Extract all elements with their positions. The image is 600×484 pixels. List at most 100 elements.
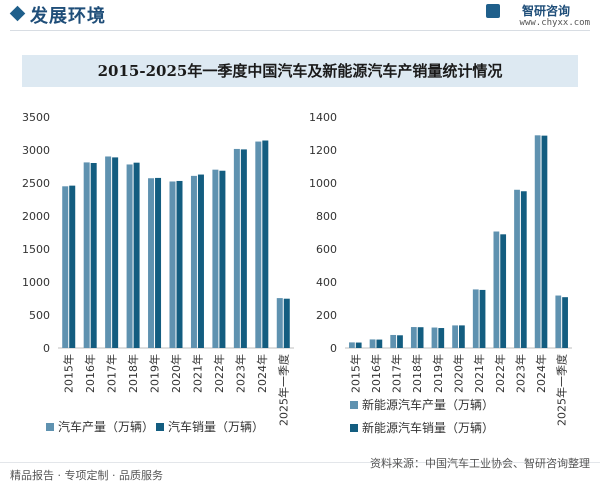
bar-production (349, 342, 355, 348)
bar-sales (176, 180, 183, 348)
legend-label: 新能源汽车销量（万辆） (362, 420, 494, 435)
bar-sales (417, 327, 424, 348)
y-tick-label: 1200 (309, 144, 337, 157)
legend-label: 新能源汽车产量（万辆） (362, 397, 494, 412)
legend-swatch (350, 424, 358, 432)
bar-sales (397, 335, 403, 348)
source-note: 资料来源：中国汽车工业协会、智研咨询整理 (370, 457, 590, 470)
y-tick-label: 1500 (22, 243, 50, 256)
bar-sales (562, 297, 568, 348)
y-tick-label: 400 (316, 276, 337, 289)
bar-sales (355, 342, 362, 348)
brand-url[interactable]: www.chyxx.com (519, 18, 590, 28)
x-tick-label: 2018年 (410, 354, 424, 393)
bar-production (369, 339, 376, 348)
x-tick-label: 2019年 (431, 354, 445, 393)
bar-sales (133, 162, 140, 348)
bar-sales (155, 177, 162, 348)
bar-production (514, 189, 520, 348)
y-tick-label: 200 (316, 309, 337, 322)
bar-production (105, 156, 112, 348)
x-tick-label: 2020年 (169, 354, 183, 393)
x-tick-label: 2016年 (369, 354, 383, 393)
bar-production (255, 141, 262, 348)
bar-sales (112, 157, 119, 348)
section-title: 发展环境 (30, 6, 106, 27)
legend-swatch (46, 423, 54, 431)
x-tick-label: 2016年 (83, 354, 97, 393)
x-tick-label: 2019年 (148, 354, 162, 393)
y-tick-label: 0 (330, 342, 337, 355)
y-tick-label: 2500 (22, 177, 50, 190)
bar-production (493, 231, 500, 348)
x-tick-label: 2023年 (233, 354, 247, 393)
y-tick-label: 600 (316, 243, 337, 256)
x-tick-label: 2015年 (348, 354, 362, 393)
bar-sales (283, 298, 290, 348)
bar-sales (69, 185, 76, 348)
bar-production (555, 295, 562, 348)
x-tick-label: 2020年 (452, 354, 466, 393)
x-tick-label: 2024年 (534, 354, 548, 393)
bar-sales (240, 149, 247, 348)
page-header: 发展环境 智研咨询 www.chyxx.com (0, 0, 600, 30)
bar-sales (438, 328, 445, 348)
chart-title: 2015-2025年一季度中国汽车及新能源汽车产销量统计情况 (97, 62, 503, 80)
bar-production (410, 327, 417, 348)
bar-sales (520, 191, 527, 348)
bar-sales (219, 170, 226, 348)
x-tick-label: 2022年 (493, 354, 507, 393)
x-tick-label: 2025年一季度 (555, 354, 569, 426)
y-tick-label: 1000 (22, 276, 50, 289)
bar-production (390, 334, 397, 348)
bar-sales (459, 325, 465, 348)
y-tick-label: 500 (29, 309, 50, 322)
x-tick-label: 2021年 (472, 354, 486, 393)
x-tick-label: 2023年 (513, 354, 527, 393)
legend-swatch (156, 423, 164, 431)
bar-sales (479, 289, 486, 348)
y-tick-label: 800 (316, 210, 337, 223)
legend-label: 汽车产量（万辆） (58, 419, 154, 434)
y-tick-label: 0 (43, 342, 50, 355)
x-tick-label: 2017年 (390, 354, 404, 393)
bar-production (212, 169, 219, 348)
bar-production (452, 325, 458, 348)
bar-sales (376, 339, 383, 348)
bar-sales (541, 135, 548, 348)
bar-sales (90, 163, 97, 348)
bar-production (534, 135, 541, 348)
bar-production (148, 178, 155, 348)
footer-divider (0, 462, 600, 463)
y-tick-label: 1000 (309, 177, 337, 190)
legend-swatch (350, 401, 358, 409)
y-tick-label: 3500 (22, 111, 50, 124)
x-tick-label: 2015年 (62, 354, 76, 393)
bar-production (233, 148, 240, 348)
bar-sales (262, 140, 269, 348)
x-tick-label: 2017年 (105, 354, 119, 393)
bar-production (126, 164, 133, 348)
bar-sales (500, 234, 507, 348)
footer-tagline: 精品报告 · 专项定制 · 品质服务 (10, 469, 163, 482)
x-tick-label: 2021年 (190, 354, 204, 393)
x-tick-label: 2018年 (126, 354, 140, 393)
bar-production (276, 298, 283, 348)
bar-sales (197, 174, 204, 348)
y-tick-label: 3000 (22, 144, 50, 157)
bar-production (62, 186, 69, 348)
y-tick-label: 2000 (22, 210, 50, 223)
bar-production (472, 289, 479, 348)
brand-logo-icon (486, 4, 500, 18)
brand-name: 智研咨询 (521, 4, 570, 18)
bar-production (169, 181, 176, 348)
legend-label: 汽车销量（万辆） (168, 419, 264, 434)
x-tick-label: 2022年 (212, 354, 226, 393)
bar-production (83, 162, 90, 348)
y-tick-label: 1400 (309, 111, 337, 124)
x-tick-label: 2025年一季度 (276, 354, 290, 426)
bar-production (431, 327, 438, 348)
bar-production (190, 175, 197, 348)
x-tick-label: 2024年 (255, 354, 269, 393)
